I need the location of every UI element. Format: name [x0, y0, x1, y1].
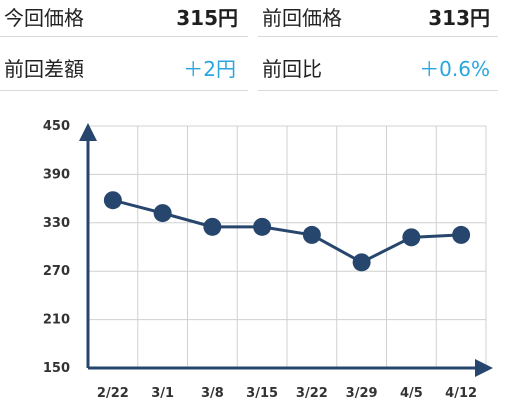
y-tick-label: 330: [43, 216, 70, 231]
x-tick-label: 3/29: [346, 386, 378, 401]
data-point: [153, 204, 172, 223]
data-point: [203, 217, 222, 236]
previous-price-value: 313円: [428, 6, 490, 30]
data-point: [253, 217, 272, 236]
data-point: [452, 225, 471, 244]
row-divider-left: [0, 36, 248, 37]
x-axis-ticks: 2/22 3/1 3/8 3/15 3/22 3/29 4/5 4/12: [97, 386, 477, 401]
y-tick-label: 150: [43, 361, 70, 376]
diff-label: 前回差額: [4, 57, 84, 81]
data-point: [402, 228, 421, 247]
data-point: [302, 225, 321, 244]
diff-value: ＋2円: [183, 57, 236, 81]
row-divider-right-2: [258, 90, 498, 91]
x-tick-label: 2/22: [97, 386, 129, 401]
current-price-label: 今回価格: [4, 6, 84, 30]
data-point: [103, 191, 122, 210]
data-points: [103, 191, 471, 272]
row-divider-left-2: [0, 90, 248, 91]
x-tick-label: 4/5: [400, 386, 423, 401]
price-summary: 今回価格 315円 前回価格 313円 前回差額 ＋2円 前回比 ＋0.6%: [0, 0, 528, 100]
row-divider-right: [258, 36, 498, 37]
data-point: [352, 253, 371, 272]
chart-grid: [87, 125, 487, 369]
x-tick-label: 3/15: [246, 386, 278, 401]
x-tick-label: 3/22: [296, 386, 328, 401]
y-tick-label: 210: [43, 313, 70, 328]
x-tick-label: 4/12: [445, 386, 477, 401]
y-tick-label: 270: [43, 264, 70, 279]
current-price-value: 315円: [176, 6, 238, 30]
y-tick-label: 450: [43, 119, 70, 134]
ratio-label: 前回比: [262, 57, 322, 81]
y-tick-label: 390: [43, 167, 70, 182]
previous-price-label: 前回価格: [262, 6, 342, 30]
x-tick-label: 3/8: [201, 386, 224, 401]
ratio-value: ＋0.6%: [419, 57, 490, 81]
y-axis-ticks: 150 210 270 330 390 450: [43, 119, 70, 376]
x-tick-label: 3/1: [151, 386, 174, 401]
